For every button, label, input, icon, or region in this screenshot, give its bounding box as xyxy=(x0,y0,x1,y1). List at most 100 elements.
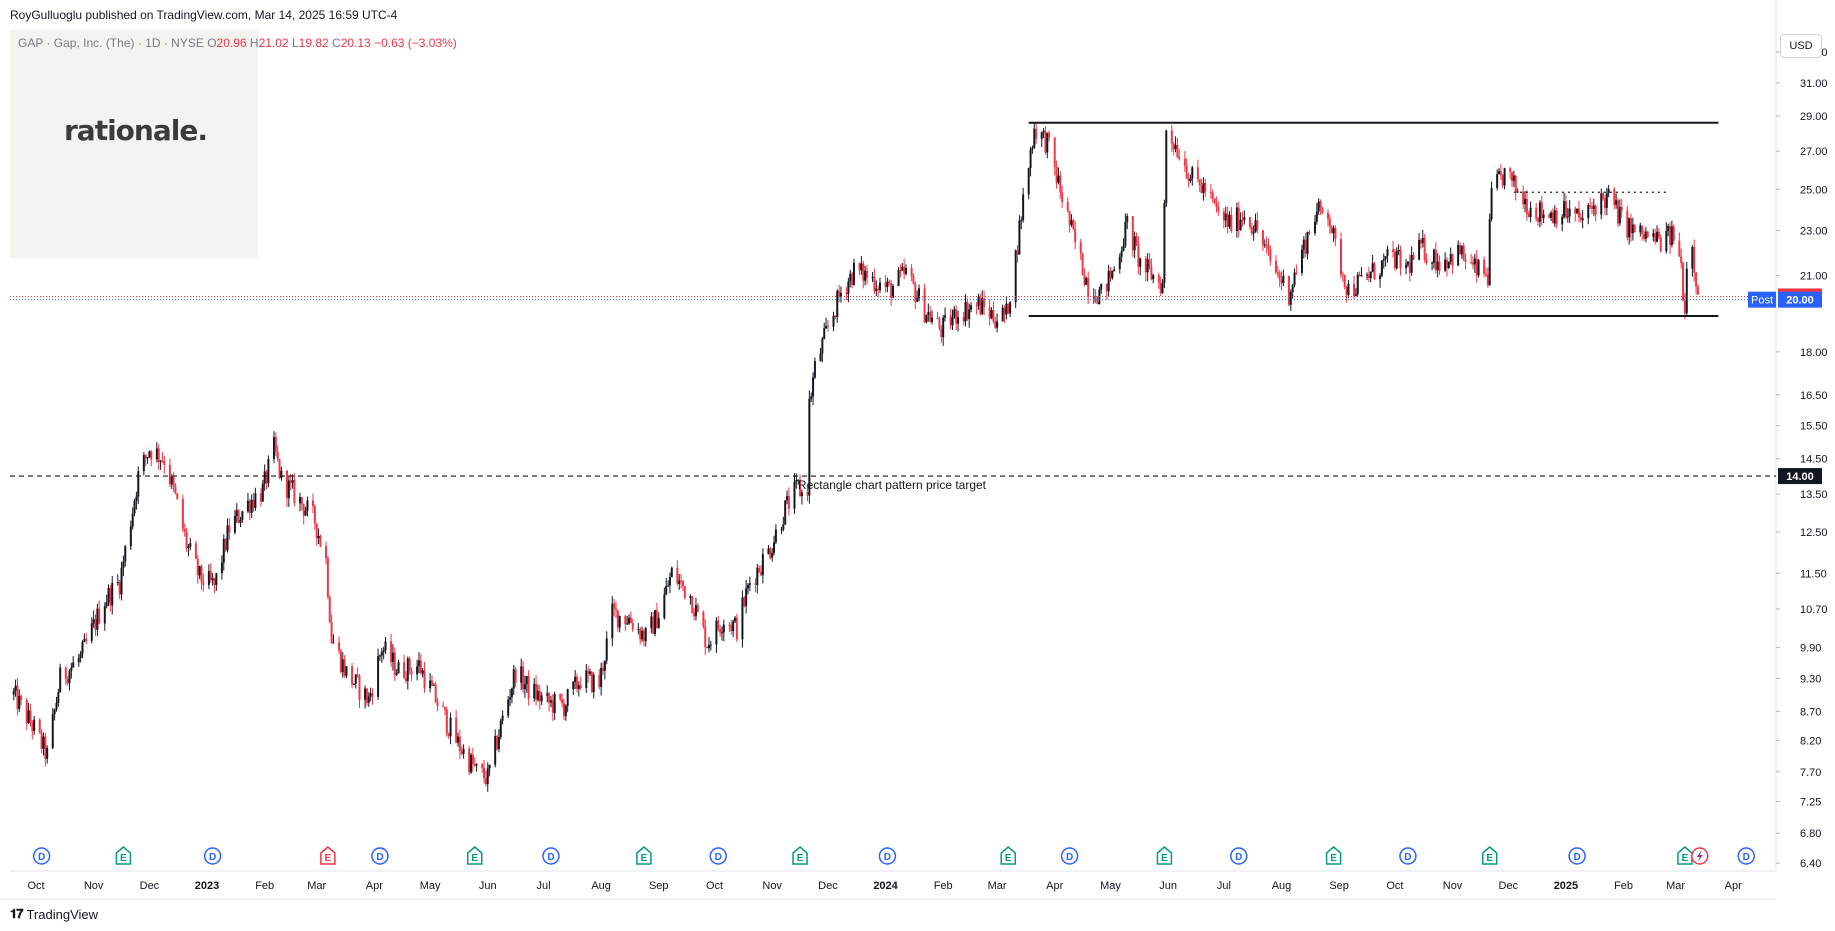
candle-body xyxy=(1111,270,1114,279)
candle-body xyxy=(826,325,829,327)
dividend-event-icon[interactable]: D xyxy=(203,847,222,865)
svg-text:D: D xyxy=(884,852,891,863)
dividend-event-icon[interactable]: D xyxy=(1399,847,1417,865)
currency-button[interactable]: USD xyxy=(1780,34,1822,58)
candle-body xyxy=(107,587,110,603)
candle-body xyxy=(767,548,770,555)
candle-body xyxy=(1122,245,1125,251)
earnings-event-icon[interactable]: E xyxy=(792,846,808,865)
y-tick-label: 6.80 xyxy=(1800,828,1821,840)
candle-body xyxy=(1254,220,1257,232)
candle-body xyxy=(1408,261,1411,273)
candle-body xyxy=(899,270,902,272)
candle-body xyxy=(458,736,461,752)
candle-body xyxy=(1509,168,1512,172)
candle-body xyxy=(849,273,852,282)
svg-text:E: E xyxy=(471,853,478,864)
candle-body xyxy=(289,480,292,483)
candle-body xyxy=(367,696,370,703)
candle-body xyxy=(509,697,512,700)
earnings-event-icon[interactable]: E xyxy=(1481,846,1498,865)
candle-body xyxy=(202,581,205,585)
candle-body xyxy=(280,470,283,478)
candle-body xyxy=(1109,270,1112,279)
svg-text:E: E xyxy=(1161,853,1168,864)
earnings-event-icon[interactable]: E xyxy=(1325,846,1342,865)
svg-text:D: D xyxy=(38,852,45,863)
candle-body xyxy=(133,501,136,514)
candle-body xyxy=(1079,242,1082,254)
candle-body xyxy=(1525,198,1528,215)
dividend-event-icon[interactable]: D xyxy=(32,847,51,865)
candle-body xyxy=(1269,249,1272,261)
candle-body xyxy=(1555,210,1558,225)
dividend-event-icon[interactable]: D xyxy=(878,847,897,865)
candle-body xyxy=(1217,207,1220,212)
candle-body xyxy=(717,620,720,629)
candle-body xyxy=(470,754,473,773)
candle-body xyxy=(1693,246,1696,273)
candle-body xyxy=(1667,225,1670,231)
price-target-annotation[interactable]: Rectangle chart pattern price target xyxy=(798,478,987,492)
tradingview-logo-icon: 𝟏𝟕 xyxy=(10,906,24,921)
candle-body xyxy=(707,644,710,649)
candle-body xyxy=(263,471,266,484)
earnings-event-icon[interactable]: E xyxy=(636,846,652,865)
dividend-event-icon[interactable]: D xyxy=(1737,847,1756,865)
candle-body xyxy=(137,471,140,497)
candle-body xyxy=(109,587,112,606)
candle-body xyxy=(1332,228,1335,234)
dividend-event-icon[interactable]: D xyxy=(1230,847,1248,865)
tradingview-footer[interactable]: 𝟏𝟕 TradingView xyxy=(10,906,98,922)
dividend-event-icon[interactable]: D xyxy=(371,847,389,865)
svg-text:D: D xyxy=(1404,852,1411,863)
dividend-event-icon[interactable]: D xyxy=(542,847,560,865)
earnings-event-icon[interactable]: E xyxy=(320,846,336,865)
candle-body xyxy=(774,529,777,543)
candle-body xyxy=(176,493,179,499)
candle-body xyxy=(923,288,926,323)
candle-body xyxy=(442,706,445,708)
candle-body xyxy=(903,266,906,274)
candle-body xyxy=(1451,253,1454,266)
earnings-event-icon[interactable]: E xyxy=(1677,846,1693,865)
candle-body xyxy=(540,695,543,702)
candle-body xyxy=(377,656,380,697)
candle-body xyxy=(432,684,435,686)
candle-body xyxy=(20,695,23,700)
candle-body xyxy=(927,311,930,316)
svg-text:D: D xyxy=(1066,852,1073,863)
candle-body xyxy=(1353,283,1356,296)
dividend-event-icon[interactable]: D xyxy=(1568,847,1586,865)
dividend-event-icon[interactable]: D xyxy=(1060,847,1079,865)
candle-body xyxy=(715,620,718,645)
candle-body xyxy=(758,567,761,572)
y-tick-label: 13.50 xyxy=(1800,489,1828,501)
earnings-event-icon[interactable]: E xyxy=(115,846,132,865)
candle-body xyxy=(1354,294,1357,296)
candle-body xyxy=(222,538,225,563)
candle-body xyxy=(1685,268,1688,314)
open-value: 20.96 xyxy=(216,36,247,50)
candle-body xyxy=(1564,201,1567,218)
candle-body xyxy=(1252,231,1255,234)
earnings-event-icon[interactable]: E xyxy=(466,846,483,865)
symbol-info[interactable]: GAP · Gap, Inc. (The) · 1D · NYSE xyxy=(18,36,204,50)
candle-body xyxy=(81,642,84,654)
candle-body xyxy=(1473,258,1476,265)
candle-body xyxy=(1328,218,1331,227)
candle-body xyxy=(118,582,121,595)
candle-body xyxy=(1276,272,1279,274)
candle-body xyxy=(1295,272,1298,274)
dividend-event-icon[interactable]: D xyxy=(709,847,728,865)
candle-body xyxy=(1176,145,1179,158)
candle-body xyxy=(1230,214,1233,232)
candle-body xyxy=(694,605,697,617)
candle-body xyxy=(966,301,969,320)
news-lightning-icon[interactable] xyxy=(1691,847,1709,865)
candle-body xyxy=(369,693,372,697)
candle-body xyxy=(408,658,411,671)
earnings-event-icon[interactable]: E xyxy=(1156,846,1173,865)
earnings-event-icon[interactable]: E xyxy=(1000,846,1016,865)
